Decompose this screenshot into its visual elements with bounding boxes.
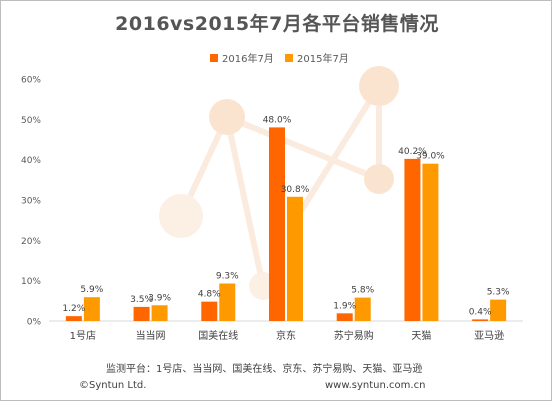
data-label-2015-5: 39.0% — [416, 152, 445, 162]
data-label-2016-3: 48.0% — [263, 115, 292, 125]
chart-title: 2016vs2015年7月各平台销售情况 — [115, 13, 439, 35]
y-tick-label: 60% — [21, 76, 41, 86]
x-tick-label: 天猫 — [411, 329, 431, 342]
website-link[interactable]: www.syntun.com.cn — [325, 380, 426, 391]
data-label-2015-2: 9.3% — [216, 271, 239, 281]
bar-2015-4 — [354, 297, 371, 321]
legend-label-2016: 2016年7月 — [222, 54, 274, 65]
y-tick-label: 50% — [21, 116, 41, 126]
legend-swatch-2015 — [285, 53, 293, 62]
data-label-2015-0: 5.9% — [80, 285, 103, 295]
y-tick-label: 30% — [21, 197, 41, 207]
x-tick-label: 1号店 — [70, 329, 96, 342]
y-tick-label: 10% — [21, 277, 41, 287]
bar-2016-2 — [201, 301, 218, 321]
legend-item-2016: 2016年7月 — [210, 50, 274, 65]
y-tick-label: 20% — [21, 237, 41, 247]
data-label-2016-4: 1.9% — [333, 301, 356, 311]
y-axis: 0% 10% 20% 30% 40% 50% 60% — [21, 76, 523, 328]
legend-swatch-2016 — [210, 53, 218, 62]
bar-2016-5 — [404, 158, 421, 321]
data-label-2015-6: 5.3% — [487, 288, 510, 298]
x-tick-label: 苏宁易购 — [334, 329, 374, 342]
bar-2016-6 — [472, 319, 489, 321]
bar-2015-1 — [151, 305, 168, 321]
copyright: ©Syntun Ltd. — [79, 380, 147, 391]
data-label-2016-2: 4.8% — [198, 290, 221, 300]
legend-item-2015: 2015年7月 — [285, 50, 349, 65]
background-decoration — [159, 66, 399, 300]
bar-2015-0 — [83, 297, 100, 321]
x-tick-label: 当当网 — [136, 329, 166, 342]
data-labels: 1.2% 5.9% 3.5%3.9% 4.8% 9.3% 48.0% 30.8% 1.9% 5.… — [62, 115, 510, 317]
bar-2015-6 — [490, 299, 507, 321]
x-tick-label: 国美在线 — [198, 329, 238, 342]
data-label-2015-1: 3.9% — [148, 293, 171, 303]
data-label-2015-4: 5.8% — [351, 286, 374, 296]
chart-legend: 2016年7月 2015年7月 — [1, 50, 551, 65]
bar-2016-4 — [336, 313, 353, 321]
y-tick-label: 40% — [21, 156, 41, 166]
x-tick-label: 亚马逊 — [474, 330, 504, 342]
data-label-2016-1: 3.5% — [130, 295, 153, 305]
data-label-2016-5: 40.2% — [398, 147, 427, 157]
bar-2015-3 — [287, 196, 303, 321]
x-tick-label: 京东 — [276, 329, 296, 342]
bar-2015-2 — [219, 283, 236, 321]
y-tick-label: 0% — [27, 318, 42, 328]
bar-2016-1 — [133, 306, 150, 321]
legend-label-2015: 2015年7月 — [297, 54, 349, 65]
data-label-2016-6: 0.4% — [469, 307, 492, 317]
bar-2016-3 — [269, 127, 285, 322]
bar-2015-5 — [422, 163, 439, 321]
x-axis: 1号店 当当网 国美在线 京东 苏宁易购 天猫 亚马逊 — [70, 329, 504, 342]
bar-2016-0 — [65, 316, 82, 321]
bars — [65, 127, 507, 322]
data-label-2015-3: 30.8% — [281, 185, 310, 195]
data-label-2016-0: 1.2% — [62, 304, 85, 314]
source-note: 监测平台：1号店、当当网、国美在线、京东、苏宁易购、天猫、亚马逊 — [106, 364, 423, 375]
